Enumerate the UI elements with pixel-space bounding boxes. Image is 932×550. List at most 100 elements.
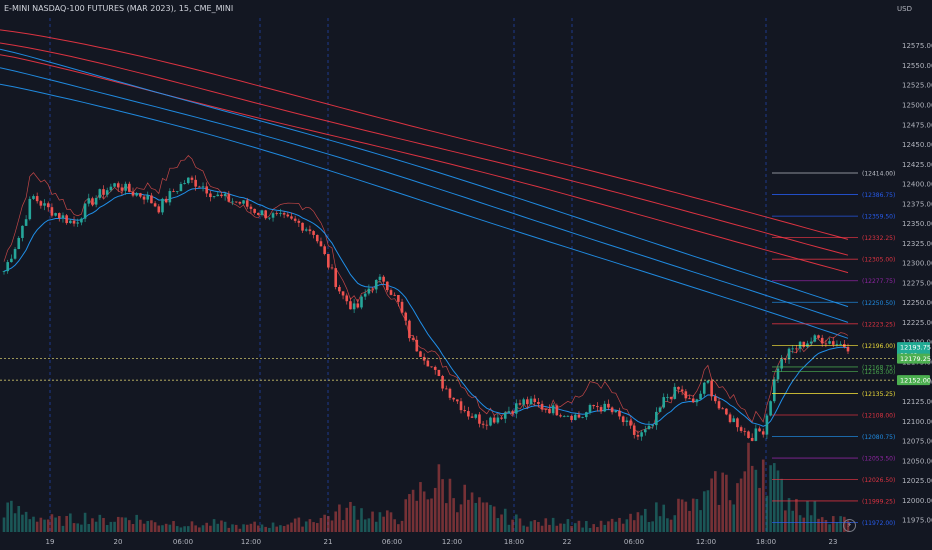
- candle-body: [124, 183, 127, 191]
- candle-body: [529, 398, 533, 405]
- candle-body: [478, 414, 481, 424]
- volume-bar: [39, 517, 43, 532]
- candle-body: [658, 407, 662, 412]
- volume-bar: [179, 527, 183, 532]
- price-badge-label: 12193.75: [900, 344, 931, 352]
- volume-bar: [765, 495, 769, 532]
- candle-body: [824, 343, 828, 345]
- volume-bar: [201, 525, 205, 532]
- volume-bar: [614, 521, 618, 532]
- volume-bar: [279, 525, 282, 532]
- candle-body: [65, 215, 68, 224]
- candle-body: [551, 405, 555, 414]
- candle-body: [647, 425, 651, 430]
- candle-body: [592, 405, 595, 407]
- volume-bar: [408, 494, 411, 532]
- candle-body: [282, 213, 286, 215]
- candle-body: [607, 403, 610, 408]
- volume-bar: [599, 520, 603, 532]
- moving-average-line: [0, 48, 849, 308]
- candle-body: [603, 403, 607, 412]
- volume-bar: [341, 520, 345, 532]
- candle-body: [559, 415, 562, 417]
- candle-body: [161, 198, 164, 213]
- volume-bar: [813, 501, 817, 532]
- volume-bar: [769, 465, 772, 532]
- volume-bar: [566, 519, 570, 532]
- candle-body: [695, 399, 699, 403]
- volume-bar: [13, 513, 17, 532]
- y-tick-label: 11975.00: [902, 517, 932, 525]
- y-tick-label: 12525.00: [902, 82, 932, 90]
- volume-bar: [275, 526, 279, 532]
- volume-bar: [655, 502, 658, 532]
- volume-bar: [588, 527, 592, 532]
- candle-body: [456, 399, 459, 402]
- volume-bar: [577, 520, 581, 532]
- candle-body: [245, 200, 249, 207]
- volume-bar: [544, 518, 548, 532]
- candle-body: [139, 193, 142, 197]
- volume-bar: [282, 526, 286, 532]
- candle-body: [21, 225, 24, 238]
- volume-bar: [511, 519, 514, 532]
- y-tick-label: 12475.00: [902, 121, 932, 129]
- volume-bar: [691, 498, 695, 532]
- volume-bar: [607, 521, 610, 532]
- candle-body: [286, 214, 290, 217]
- volume-bar: [43, 519, 46, 532]
- volume-bar: [157, 525, 161, 532]
- candle-body: [526, 399, 529, 405]
- candle-body: [503, 412, 507, 419]
- x-tick-label: 06:00: [624, 538, 644, 546]
- price-level-label: (12168.75): [862, 364, 895, 371]
- volume-bar: [17, 506, 21, 532]
- trailing-line: [3, 154, 849, 434]
- candle-body: [721, 408, 724, 410]
- candle-body: [599, 407, 603, 412]
- price-axis[interactable]: 12575.00 12550.00 12525.00 12500.00 12475.00…: [902, 42, 932, 524]
- candle-body: [655, 411, 658, 426]
- candle-body: [172, 191, 175, 192]
- candle-body: [459, 401, 463, 411]
- volume-bar: [559, 523, 562, 532]
- volume-bar: [518, 518, 522, 532]
- volume-bar: [743, 471, 747, 532]
- candle-body: [839, 343, 842, 345]
- volume-bar: [135, 514, 138, 532]
- candle-body: [702, 382, 706, 394]
- volume-bar: [761, 459, 765, 532]
- lightning-icon[interactable]: ⚡: [843, 519, 856, 532]
- candle-body: [651, 425, 654, 426]
- candle-body: [544, 409, 548, 410]
- volume-bar: [736, 483, 739, 532]
- volume-bar: [750, 465, 754, 532]
- candle-body: [743, 430, 747, 432]
- price-level-label: (11999.25): [862, 498, 895, 505]
- candle-body: [32, 196, 35, 199]
- volume-bar: [529, 521, 533, 532]
- candle-body: [220, 194, 223, 197]
- candle-body: [714, 396, 717, 402]
- volume-bar: [437, 464, 441, 532]
- candle-body: [10, 258, 13, 263]
- candle-body: [691, 398, 695, 403]
- moving-average-line: [0, 83, 849, 339]
- volume-bar: [24, 511, 28, 532]
- candle-body: [496, 417, 500, 423]
- volume-bar: [260, 524, 264, 532]
- volume-bar: [581, 527, 584, 532]
- candle-body: [290, 216, 293, 219]
- y-tick-label: 12400.00: [902, 181, 932, 189]
- volume-bar: [835, 522, 839, 532]
- candle-body: [404, 312, 408, 321]
- volume-bar: [839, 516, 842, 532]
- candle-body: [444, 388, 448, 390]
- candle-body: [680, 389, 684, 392]
- price-level-label: (12277.75): [862, 278, 895, 285]
- volume-bar: [319, 517, 323, 532]
- time-axis[interactable]: 19 20 06:00 12:00 21 06:00 12:00 18:00 22 06:00 12…: [46, 538, 838, 546]
- session-separators: [49, 18, 767, 532]
- candle-body: [636, 434, 640, 437]
